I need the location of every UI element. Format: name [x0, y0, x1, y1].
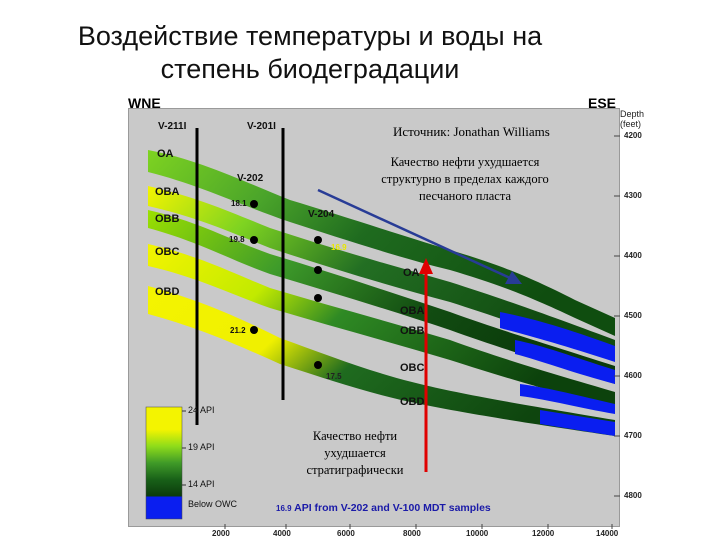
distance-tick-6000: 6000 — [337, 529, 355, 538]
well-label-v202: V-202 — [237, 173, 264, 184]
title-line-1: Воздействие температуры и воды на — [77, 21, 543, 51]
depth-axis-ticks — [614, 135, 620, 497]
layer-label-left-obb: OBB — [155, 213, 180, 225]
layer-label-left-obd: OBD — [155, 286, 180, 298]
stratigraphic-annotation-line-3: стратиграфически — [306, 463, 404, 477]
source-annotation: Источник: Jonathan Williams — [393, 124, 550, 139]
legend-label-19: 19 API — [188, 442, 215, 452]
layer-obc — [148, 244, 615, 408]
api-value-3: 21.2 — [230, 326, 246, 335]
legend-color-bar — [145, 406, 183, 520]
well-label-v204: V-204 — [308, 209, 335, 220]
layer-label-right-obb: OBB — [400, 325, 425, 337]
layer-label-left-obc: OBC — [155, 246, 180, 258]
sample-dot-4 — [314, 236, 322, 244]
sample-dot-6 — [314, 294, 322, 302]
legend-caption-text: API from V-202 and V-100 MDT samples — [294, 502, 491, 514]
distance-tick-10000: 10000 — [466, 529, 489, 538]
distance-tick-14000: 14000 — [596, 529, 619, 538]
title-line-2: степень биодеградации — [160, 54, 460, 84]
stratigraphic-annotation-line-2: ухудшается — [324, 446, 386, 460]
stratigraphic-annotation-line-1: Качество нефти — [312, 429, 398, 443]
legend-label-24: 24 API — [188, 405, 215, 415]
well-label-v211i: V-211I — [158, 121, 187, 132]
layer-label-left-oba: OBA — [155, 186, 180, 198]
legend-label-14: 14 API — [188, 479, 215, 489]
depth-axis-title: Depth (feet) — [620, 109, 644, 129]
layer-oa — [148, 150, 615, 336]
depth-tick-4600: 4600 — [624, 371, 642, 380]
layer-label-left-oa: OA — [157, 148, 174, 160]
owc-zone-oa — [500, 312, 615, 362]
depth-unit: (feet) — [620, 119, 642, 129]
sample-dot-2 — [250, 236, 258, 244]
structural-annotation: Качество нефти ухудшается структурно в п… — [365, 154, 565, 205]
sample-dot-3 — [250, 326, 258, 334]
distance-tick-8000: 8000 — [403, 529, 421, 538]
api-value-4: 16.9 — [331, 243, 347, 252]
slide-title: Воздействие температуры и воды на степен… — [0, 20, 620, 86]
stratigraphic-annotation: Качество нефти ухудшается стратиграфичес… — [290, 428, 420, 479]
direction-right-label: ESE — [588, 95, 617, 111]
distance-tick-2000: 2000 — [212, 529, 230, 538]
legend-caption: 16.9 API from V-202 and V-100 MDT sample… — [276, 502, 491, 514]
layer-label-right-oba: OBA — [400, 305, 425, 317]
legend-caption-value: 16.9 — [276, 504, 292, 513]
depth-tick-4500: 4500 — [624, 311, 642, 320]
depth-tick-4200: 4200 — [624, 131, 642, 140]
owc-zone-obd — [540, 410, 615, 436]
owc-zone-obc — [520, 384, 615, 414]
sample-dot-1 — [250, 200, 258, 208]
layer-obb — [148, 210, 615, 384]
depth-tick-4400: 4400 — [624, 251, 642, 260]
owc-zone-oba — [515, 340, 615, 384]
layer-label-right-obc: OBC — [400, 362, 425, 374]
depth-label: Depth — [620, 109, 645, 119]
api-value-2: 19.8 — [229, 235, 245, 244]
layer-oba — [148, 186, 615, 360]
layer-label-right-obd: OBD — [400, 396, 425, 408]
structural-arrow-head — [505, 271, 522, 284]
api-value-1: 18.1 — [231, 199, 247, 208]
stratigraphic-arrow-head — [419, 258, 433, 274]
distance-axis-ticks — [224, 524, 613, 529]
layer-label-right-oa: OA — [403, 267, 420, 279]
direction-left-label: WNE — [128, 95, 161, 111]
structural-annotation-line-3: песчаного пласта — [419, 189, 511, 203]
sample-dot-5 — [314, 266, 322, 274]
structural-arrow — [317, 188, 511, 280]
api-value-5: 17.5 — [326, 372, 342, 381]
distance-tick-4000: 4000 — [273, 529, 291, 538]
depth-tick-4800: 4800 — [624, 491, 642, 500]
depth-tick-4700: 4700 — [624, 431, 642, 440]
sample-dot-7 — [314, 361, 322, 369]
depth-tick-4300: 4300 — [624, 191, 642, 200]
distance-tick-12000: 12000 — [532, 529, 555, 538]
structural-annotation-line-2: структурно в пределах каждого — [381, 172, 549, 186]
legend-label-owc: Below OWC — [188, 499, 238, 509]
structural-annotation-line-1: Качество нефти ухудшается — [390, 155, 540, 169]
well-label-v201i: V-201I — [247, 121, 276, 132]
